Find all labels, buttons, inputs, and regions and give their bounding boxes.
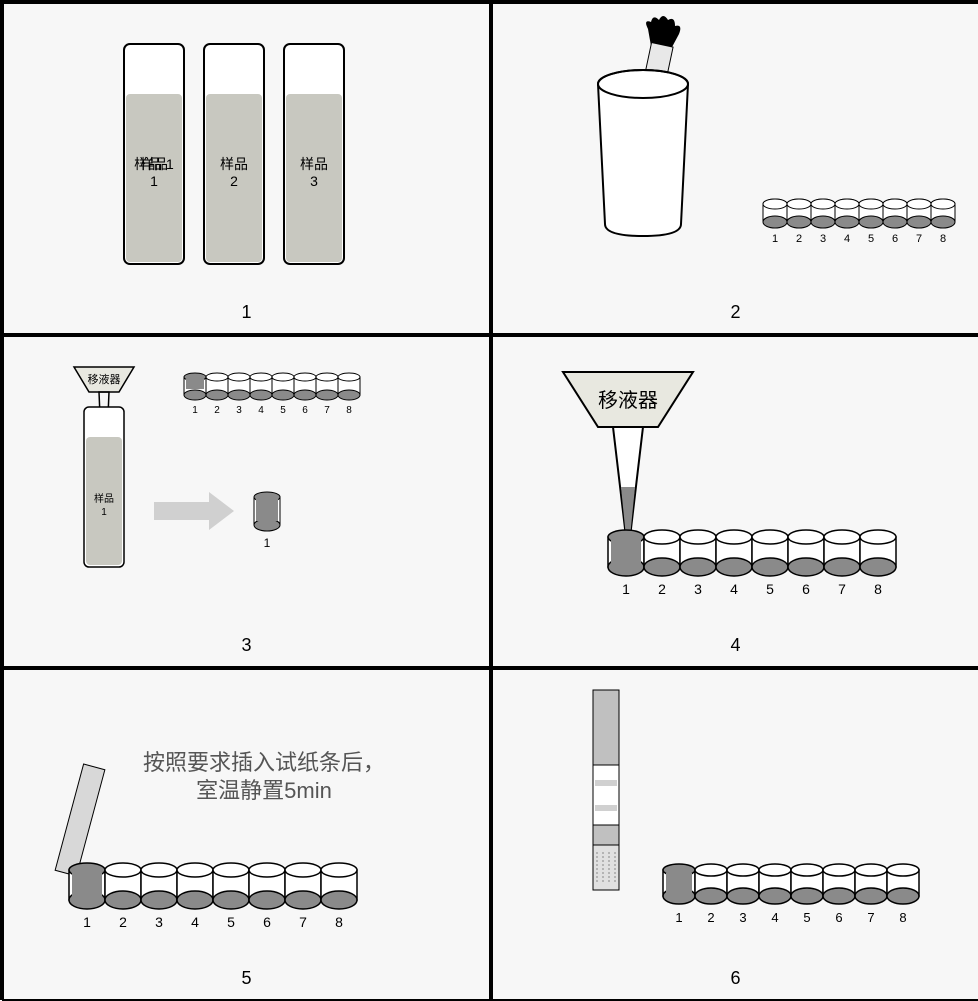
tube-2-label: 样品 xyxy=(220,156,248,172)
svg-text:1: 1 xyxy=(83,914,91,930)
well-strip-3: 1 2 3 4 5 6 7 8 xyxy=(184,373,360,416)
svg-text:1: 1 xyxy=(192,405,198,416)
svg-text:4: 4 xyxy=(771,910,778,925)
panel-4-svg: 移液器 1 2 3 4 5 6 7 8 xyxy=(493,337,978,666)
test-strip-result xyxy=(593,690,619,890)
panel-grid: 样品 1 样品 2 样品 3 样品 1 1 xyxy=(0,0,978,1000)
panel-3-number: 3 xyxy=(241,635,251,656)
well: 1 xyxy=(763,199,787,245)
well: 8 xyxy=(931,199,955,245)
svg-text:8: 8 xyxy=(874,581,882,597)
arrow-icon xyxy=(154,492,234,530)
svg-text:移液器: 移液器 xyxy=(598,389,658,412)
svg-text:样品: 样品 xyxy=(94,492,114,505)
panel-5-svg: 按照要求插入试纸条后， 室温静置5min 1 2 3 4 5 6 7 8 xyxy=(4,670,489,999)
svg-text:1: 1 xyxy=(264,536,271,550)
well: 6 xyxy=(883,199,907,245)
svg-text:1: 1 xyxy=(101,507,107,518)
panel-2-number: 2 xyxy=(730,302,740,323)
well-strip-4: 1 2 3 4 5 6 7 8 xyxy=(608,530,896,597)
svg-text:3: 3 xyxy=(739,910,746,925)
panel-5: 按照要求插入试纸条后， 室温静置5min 1 2 3 4 5 6 7 8 5 xyxy=(2,668,491,1001)
tube-1: 样品 1 xyxy=(124,44,184,264)
svg-text:5: 5 xyxy=(868,233,874,245)
svg-text:6: 6 xyxy=(263,914,271,930)
pipette-large: 移液器 xyxy=(563,372,693,537)
svg-text:2: 2 xyxy=(230,173,238,189)
well: 5 xyxy=(859,199,883,245)
svg-text:8: 8 xyxy=(335,914,343,930)
panel-1-svg: 样品 1 样品 2 样品 3 样品 1 xyxy=(4,4,489,333)
panel-5-number: 5 xyxy=(241,968,251,989)
svg-text:6: 6 xyxy=(892,233,898,245)
panel-2: 1 2 3 4 5 6 7 8 2 xyxy=(491,2,978,335)
single-well: 1 xyxy=(254,492,280,550)
panel-2-svg: 1 2 3 4 5 6 7 8 xyxy=(493,4,978,333)
svg-text:8: 8 xyxy=(940,233,946,245)
svg-text:2: 2 xyxy=(214,405,220,416)
svg-text:7: 7 xyxy=(324,405,330,416)
svg-text:移液器: 移液器 xyxy=(88,372,121,386)
tube-sample-1: 样品 1 xyxy=(84,407,124,567)
tube-2: 样品 2 xyxy=(204,44,264,264)
svg-text:5: 5 xyxy=(227,914,235,930)
svg-text:3: 3 xyxy=(310,173,318,189)
well: 2 xyxy=(787,199,811,245)
svg-text:8: 8 xyxy=(899,910,906,925)
cup xyxy=(598,70,688,236)
svg-text:5: 5 xyxy=(280,405,286,416)
well-strip-2: 1 2 3 4 5 6 7 8 xyxy=(763,199,955,245)
well: 4 xyxy=(835,199,859,245)
svg-text:4: 4 xyxy=(844,233,850,245)
svg-text:7: 7 xyxy=(838,581,846,597)
svg-text:7: 7 xyxy=(299,914,307,930)
svg-text:1: 1 xyxy=(622,581,630,597)
test-strip-inserted xyxy=(55,764,105,876)
svg-text:3: 3 xyxy=(155,914,163,930)
svg-text:4: 4 xyxy=(730,581,738,597)
panel-1: 样品 1 样品 2 样品 3 样品 1 1 xyxy=(2,2,491,335)
svg-text:7: 7 xyxy=(916,233,922,245)
instruction-line-2: 室温静置5min xyxy=(196,778,332,803)
svg-text:4: 4 xyxy=(258,405,264,416)
panel-6-number: 6 xyxy=(730,968,740,989)
svg-text:6: 6 xyxy=(302,405,308,416)
svg-text:1: 1 xyxy=(150,173,158,189)
panel-1-number: 1 xyxy=(241,302,251,323)
panel-6: 1 2 3 4 5 6 7 8 6 xyxy=(491,668,978,1001)
well-strip-5: 1 2 3 4 5 6 7 8 xyxy=(69,863,357,930)
panel-6-svg: 1 2 3 4 5 6 7 8 xyxy=(493,670,978,999)
svg-text:3: 3 xyxy=(236,405,242,416)
svg-text:5: 5 xyxy=(803,910,810,925)
svg-text:3: 3 xyxy=(694,581,702,597)
svg-text:样品: 样品 xyxy=(140,156,168,172)
svg-text:3: 3 xyxy=(820,233,826,245)
svg-text:6: 6 xyxy=(802,581,810,597)
svg-text:5: 5 xyxy=(766,581,774,597)
svg-text:6: 6 xyxy=(835,910,842,925)
svg-text:1: 1 xyxy=(675,910,682,925)
instruction-line-1: 按照要求插入试纸条后， xyxy=(143,750,385,775)
svg-text:7: 7 xyxy=(867,910,874,925)
svg-text:2: 2 xyxy=(707,910,714,925)
panel-3: 移液器 样品 1 1 xyxy=(2,335,491,668)
panel-4-number: 4 xyxy=(730,635,740,656)
svg-text:2: 2 xyxy=(658,581,666,597)
tube-3-label: 样品 xyxy=(300,156,328,172)
well-strip-6: 1 2 3 4 5 6 7 8 xyxy=(663,864,919,925)
svg-text:2: 2 xyxy=(119,914,127,930)
tube-3: 样品 3 xyxy=(284,44,344,264)
well: 7 xyxy=(907,199,931,245)
panel-4: 移液器 1 2 3 4 5 6 7 8 4 xyxy=(491,335,978,668)
panel-3-svg: 移液器 样品 1 1 xyxy=(4,337,489,666)
well: 3 xyxy=(811,199,835,245)
svg-text:2: 2 xyxy=(796,233,802,245)
svg-text:8: 8 xyxy=(346,405,352,416)
svg-text:4: 4 xyxy=(191,914,199,930)
svg-text:1: 1 xyxy=(772,233,778,245)
